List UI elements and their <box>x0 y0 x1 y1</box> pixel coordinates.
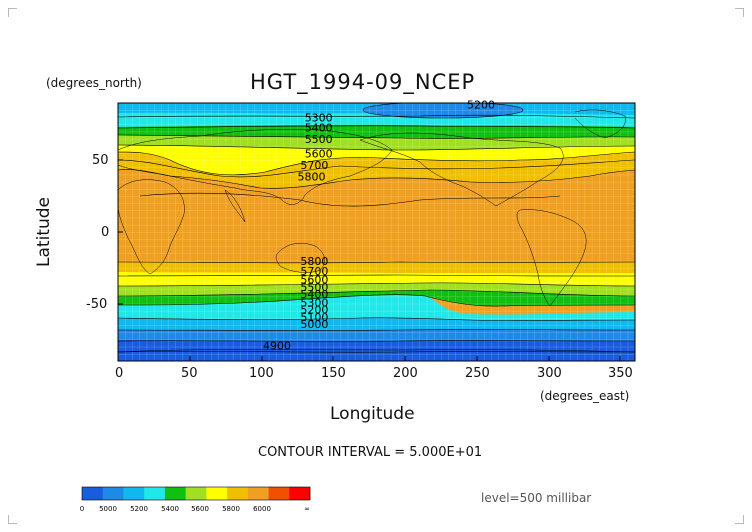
contour-label: 4900 <box>263 340 291 353</box>
contour-label: 5700 <box>300 265 328 278</box>
colorbar-tick-label: 5600 <box>191 505 209 513</box>
y-tick-label: 0 <box>101 225 110 240</box>
coast-antarctica <box>118 349 635 353</box>
colorbar-swatch <box>164 487 186 500</box>
coastlines <box>118 109 635 353</box>
contour-label: 5000 <box>300 318 328 331</box>
x-tick-label: 150 <box>321 366 346 381</box>
x-tick-label: 200 <box>393 366 418 381</box>
contour-label: 5500 <box>305 133 333 146</box>
contour-label: 5200 <box>300 304 328 317</box>
colorbar-tick-label: 6000 <box>253 505 271 513</box>
y-unit-label: (degrees_north) <box>46 76 142 90</box>
corner-mark-bottom-left <box>8 515 17 524</box>
colorbar-swatch <box>206 487 228 500</box>
axis-ticks <box>117 159 621 361</box>
colorbar-tick-label: 5000 <box>99 505 117 513</box>
coast-india <box>224 189 246 223</box>
map-title: HGT_1994-09_NCEP <box>250 70 476 94</box>
contour-interval-label: CONTOUR INTERVAL = 5.000E+01 <box>258 445 483 460</box>
contour-label: 5400 <box>300 288 328 301</box>
coast-australia <box>275 243 325 273</box>
x-tick-label: 250 <box>465 366 490 381</box>
colorbar-tick-label: ∞ <box>304 505 310 513</box>
x-tick-label: 300 <box>537 366 562 381</box>
colorbar-tick-label: 5200 <box>130 505 148 513</box>
colorbar-swatch <box>247 487 269 500</box>
contour-label: 5800 <box>298 170 326 183</box>
x-tick-label: 100 <box>249 366 274 381</box>
colorbar-swatch <box>123 487 145 500</box>
contour-label: 5600 <box>305 148 333 161</box>
x-tick-label: 50 <box>181 366 198 381</box>
contour-label: 5100 <box>300 311 328 324</box>
colorbar-swatch <box>227 487 249 500</box>
colorbar-tick-label: 5800 <box>222 505 240 513</box>
corner-mark-top-right <box>735 8 744 17</box>
y-tick-label: -50 <box>86 297 108 312</box>
contour-label: 5300 <box>305 112 333 125</box>
contour-label: 5500 <box>300 281 328 294</box>
colorbar-swatch <box>185 487 207 500</box>
colorbar-frame <box>81 486 311 501</box>
contour-label: 5700 <box>300 159 328 172</box>
level-label: level=500 millibar <box>481 491 592 505</box>
coast-europe-asia <box>118 129 393 205</box>
coast-south-america <box>516 209 587 307</box>
corner-mark-top-left <box>8 8 17 17</box>
contour-label: 5300 <box>300 297 328 310</box>
colorbar-swatch <box>289 487 311 500</box>
colorbar-tick-label: 5400 <box>161 505 179 513</box>
y-axis-title: Latitude <box>34 197 54 267</box>
x-tick-label: 0 <box>115 366 124 381</box>
contour-label: 5800 <box>300 255 328 268</box>
contour-labels: 5200530054005500560057005800580057005600… <box>263 99 495 353</box>
contour-lines <box>118 103 635 353</box>
lat-lon-grid <box>118 103 635 361</box>
colorbar-swatch <box>268 487 290 500</box>
colorbar-swatch <box>82 487 104 500</box>
x-tick-label: 350 <box>608 366 633 381</box>
coast-africa <box>118 179 185 275</box>
colorbar-swatch <box>144 487 166 500</box>
contour-label: 5200 <box>467 99 495 112</box>
colorbar-swatch <box>102 487 124 500</box>
coast-greenland <box>574 109 626 139</box>
colorbar-tick-label: 0 <box>80 505 84 513</box>
colorbar: 0 5000 5200 5400 5600 5800 6000 ∞ <box>80 486 311 513</box>
contour-label: 5400 <box>305 122 333 135</box>
y-tick-label: 50 <box>92 153 109 168</box>
x-axis-title: Longitude <box>330 404 415 424</box>
coast-north-america <box>359 132 564 207</box>
corner-mark-bottom-right <box>735 515 744 524</box>
x-unit-label: (degrees_east) <box>540 389 630 403</box>
contour-label: 5600 <box>300 274 328 287</box>
